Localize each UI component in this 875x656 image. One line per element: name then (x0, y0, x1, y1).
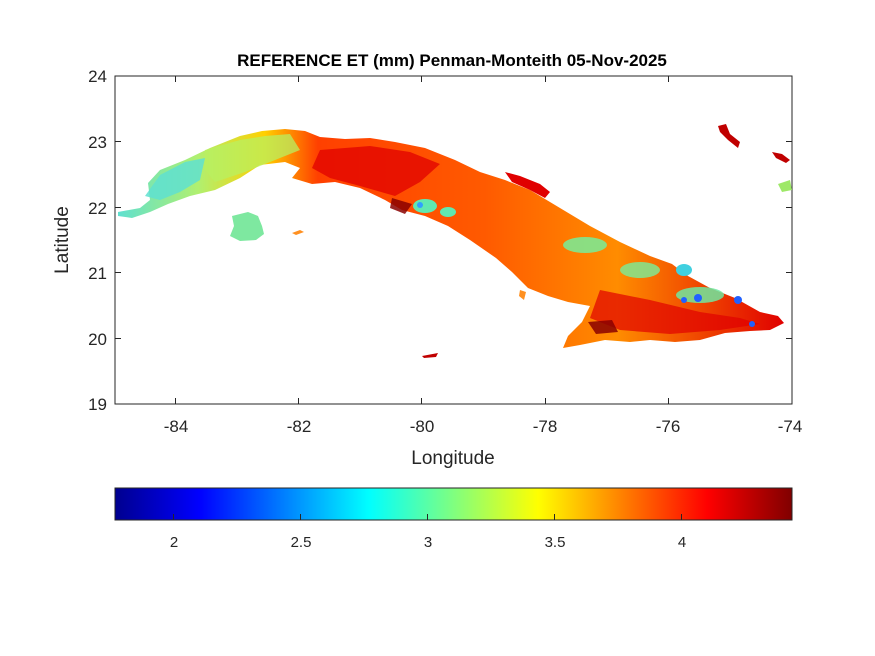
chart-title: REFERENCE ET (mm) Penman-Monteith 05-Nov… (237, 51, 667, 70)
cay-south-2 (519, 290, 526, 300)
colorbar-tick-label: 2.5 (291, 534, 312, 551)
cold-spot-3 (681, 297, 687, 303)
island-south (422, 353, 438, 358)
island-northeast-2 (772, 152, 790, 163)
x-tick-label: -76 (656, 417, 681, 436)
x-tick-label: -74 (778, 417, 803, 436)
x-axis-label: Longitude (411, 448, 494, 469)
isla-de-la-juventud (230, 212, 264, 241)
island-northeast-1 (718, 124, 740, 148)
cool-spot-east-2 (620, 262, 660, 278)
cold-spot-2 (734, 296, 742, 304)
y-tick-label: 20 (88, 330, 107, 349)
x-tick-label: -78 (533, 417, 558, 436)
hot-zone-east (590, 290, 760, 334)
colorbar-tick-label: 4 (678, 534, 686, 551)
northern-cays (505, 172, 550, 198)
colorbar-tick-label: 3.5 (545, 534, 566, 551)
y-tick-label: 23 (88, 133, 107, 152)
cool-spot-east (563, 237, 607, 253)
cool-spot-central (413, 199, 437, 213)
y-axis: 24 23 22 21 20 19 (88, 67, 792, 414)
x-axis: -84 -82 -80 -78 -76 -74 (164, 76, 803, 436)
x-tick-label: -82 (287, 417, 312, 436)
y-tick-label: 24 (88, 67, 107, 86)
map-axes (114, 75, 793, 405)
y-tick-label: 19 (88, 395, 107, 414)
hot-zone-central (312, 146, 440, 196)
colorbar (114, 487, 793, 521)
very-hot-zone (390, 198, 412, 214)
y-tick-label: 22 (88, 199, 107, 218)
cool-spot-east-4 (676, 264, 692, 276)
cold-spot-4 (749, 321, 755, 327)
cuba-main-island (118, 129, 784, 348)
x-tick-label: -80 (410, 417, 435, 436)
cay-south-1 (292, 230, 304, 235)
cold-spot-5 (417, 202, 423, 208)
west-mid-zone (205, 134, 300, 182)
very-hot-zone-south (588, 320, 618, 334)
y-tick-label: 21 (88, 264, 107, 283)
x-tick-label: -84 (164, 417, 189, 436)
colorbar-tick-label: 2 (170, 534, 178, 551)
colorbar-tick-label: 3 (424, 534, 432, 551)
colorbar-ticks: 2 2.5 3 3.5 4 (170, 514, 686, 551)
cool-spot-central-2 (440, 207, 456, 217)
y-axis-label: Latitude (52, 206, 73, 274)
cold-spot-1 (694, 294, 702, 302)
west-cool-zone (145, 158, 205, 200)
map-layer (118, 124, 792, 358)
island-northeast-3 (778, 180, 792, 192)
